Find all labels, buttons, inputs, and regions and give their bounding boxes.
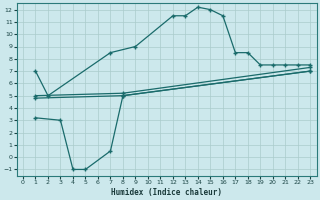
X-axis label: Humidex (Indice chaleur): Humidex (Indice chaleur) [111, 188, 222, 197]
